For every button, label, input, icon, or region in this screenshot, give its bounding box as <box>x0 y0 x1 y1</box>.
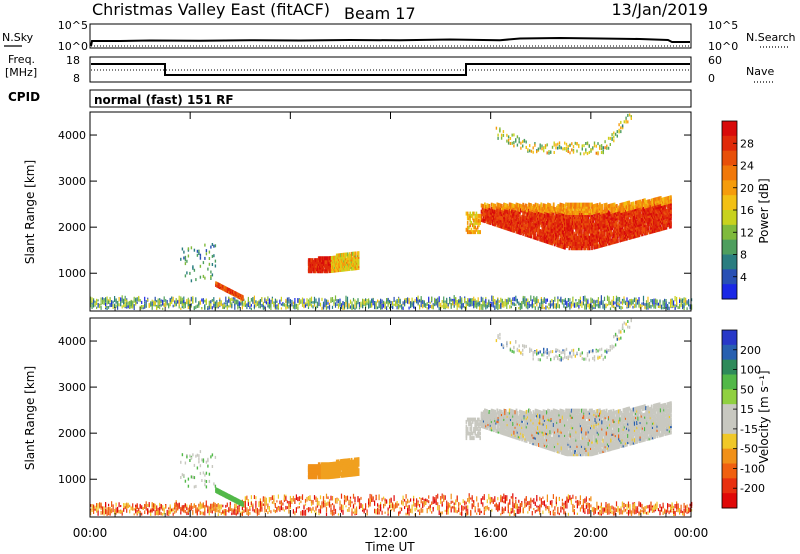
nsearch-tick-top: 10^5 <box>708 19 738 32</box>
freq-trace <box>91 63 690 76</box>
colorbar-swatch <box>722 165 737 181</box>
x-axis: 00:00 04:00 08:00 12:00 16:00 20:00 00:00 <box>73 112 709 540</box>
nsky-tick-bottom: 10^0 <box>58 40 88 53</box>
velocity-panel: 1000 2000 3000 4000 Slant Range [km] <box>23 317 693 518</box>
colorbar-tick-label: 8 <box>740 249 747 262</box>
colorbar-tick-label: 16 <box>740 204 754 217</box>
colorbar-swatch <box>722 239 737 255</box>
colorbar-tick-label: -100 <box>740 462 765 475</box>
velocity-ylabel: Slant Range [km] <box>23 366 37 470</box>
colorbar-tick-label: 50 <box>740 383 754 396</box>
x-tick-label: 00:00 <box>674 526 709 540</box>
y-tick-label: 4000 <box>58 335 86 348</box>
y-tick-label: 4000 <box>58 129 86 142</box>
freq-panel: Freq. [MHz] 18 8 60 0 Nave <box>5 53 774 85</box>
power-colorbar: 4 8 12 16 20 24 28 <box>721 120 754 300</box>
colorbar-swatch <box>722 210 737 226</box>
beam-label: Beam 17 <box>344 4 416 23</box>
y-tick-label: 2000 <box>58 427 86 440</box>
x-tick-label: 00:00 <box>73 526 108 540</box>
colorbar-swatch <box>722 330 737 346</box>
colorbar-swatch <box>722 195 737 211</box>
colorbar-swatch <box>722 121 737 137</box>
colorbar-tick-label: 24 <box>740 160 754 173</box>
colorbar-tick-label: -15 <box>740 423 758 436</box>
nave-tick-bottom: 0 <box>708 72 715 85</box>
nave-tick-top: 60 <box>708 54 722 67</box>
colorbar-tick-label: 4 <box>740 271 747 284</box>
nsky-panel: N.Sky 10^5 10^0 10^5 10^0 N.Search <box>2 19 796 53</box>
power-panel: 1000 2000 3000 4000 Slant Range [km] <box>23 111 693 312</box>
nsky-trace <box>90 36 690 47</box>
velocity-scatter-data <box>90 318 693 517</box>
colorbar-tick-label: -50 <box>740 443 758 456</box>
nsky-tick-top: 10^5 <box>58 19 88 32</box>
x-tick-label: 16:00 <box>473 526 508 540</box>
colorbar-swatch <box>722 433 737 450</box>
cpid-label: CPID <box>8 90 40 104</box>
colorbar-tick-label: -200 <box>740 482 765 495</box>
nave-label: Nave <box>746 65 774 78</box>
velocity-colorbar-label: Velocity [m s⁻¹] <box>757 370 771 463</box>
freq-tick-top: 18 <box>66 54 80 67</box>
freq-label-2: [MHz] <box>5 66 37 79</box>
colorbar-swatch <box>722 135 737 152</box>
colorbar-swatch <box>722 419 737 435</box>
x-tick-label: 08:00 <box>273 526 308 540</box>
x-axis-label: Time UT <box>364 540 415 554</box>
colorbar-swatch <box>722 254 737 270</box>
colorbar-tick-label: 100 <box>740 364 761 377</box>
colorbar-swatch <box>722 478 737 494</box>
y-tick-label: 3000 <box>58 381 86 394</box>
colorbar-swatch <box>722 463 737 479</box>
freq-label-1: Freq. <box>8 53 35 66</box>
power-scatter-data <box>90 113 693 311</box>
colorbar-swatch <box>722 374 737 390</box>
colorbar-swatch <box>722 284 737 300</box>
nsky-label: N.Sky <box>2 31 34 44</box>
colorbar-tick-label: 20 <box>740 182 754 195</box>
date-label: 13/Jan/2019 <box>611 0 708 19</box>
y-tick-label: 3000 <box>58 175 86 188</box>
colorbar-swatch <box>722 389 737 405</box>
x-tick-label: 12:00 <box>373 526 408 540</box>
colorbar-swatch <box>722 493 737 509</box>
power-colorbar-label: Power [dB] <box>757 178 771 243</box>
colorbar-swatch <box>722 180 737 196</box>
colorbar-tick-label: 12 <box>740 226 754 239</box>
velocity-colorbar: 200 100 50 15 -15 -50 -100 -200 <box>721 329 765 509</box>
y-tick-label: 1000 <box>58 267 86 280</box>
nsearch-tick-bottom: 10^0 <box>708 40 738 53</box>
colorbar-swatch <box>722 224 737 241</box>
power-ylabel: Slant Range [km] <box>23 160 37 264</box>
colorbar-swatch <box>722 269 737 285</box>
colorbar-tick-label: 28 <box>740 137 754 150</box>
colorbar-swatch <box>722 448 737 464</box>
y-tick-label: 2000 <box>58 221 86 234</box>
colorbar-swatch <box>722 344 737 361</box>
x-tick-label: 20:00 <box>574 526 609 540</box>
station-title: Christmas Valley East (fitACF) <box>92 0 330 19</box>
colorbar-tick-label: 200 <box>740 344 761 357</box>
colorbar-tick-label: 15 <box>740 403 754 416</box>
freq-tick-bottom: 8 <box>73 72 80 85</box>
y-tick-label: 1000 <box>58 473 86 486</box>
colorbar-swatch <box>722 150 737 166</box>
colorbar-swatch <box>722 359 737 375</box>
x-tick-label: 04:00 <box>173 526 208 540</box>
nsearch-label: N.Search <box>746 31 796 44</box>
colorbar-swatch <box>722 404 737 420</box>
cpid-text: normal (fast) 151 RF <box>94 93 234 107</box>
